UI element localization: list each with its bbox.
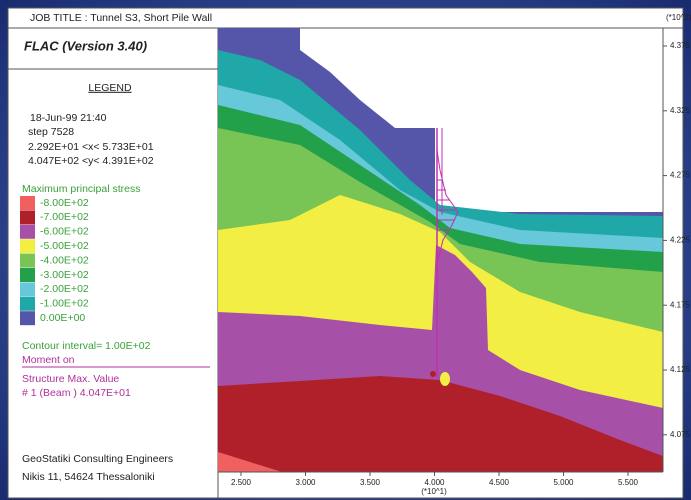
x-tick-label: 3.000 (295, 478, 316, 487)
y-tick-label: 4.275 (670, 171, 691, 180)
swatch (20, 268, 35, 282)
x-tick-label: 4.500 (489, 478, 510, 487)
swatch (20, 311, 35, 326)
contour-legend: -8.00E+02 -7.00E+02 -6.00E+02 -5.00E+02 -4.0… (20, 196, 89, 326)
swatch (20, 296, 35, 311)
swatch (20, 282, 35, 297)
legend-title: LEGEND (88, 82, 132, 94)
x-tick-label: 5.500 (618, 478, 639, 487)
address: Nikis 11, 54624 Thessaloniki (22, 471, 155, 483)
swatch (20, 239, 35, 254)
ticks: 4.375 4.325 4.275 4.225 4.175 4.125 4.075 2.500… (231, 41, 691, 487)
contour-title: Maximum principal stress (22, 183, 140, 195)
x-range: 2.292E+01 <x< 5.733E+01 (28, 141, 154, 153)
y-tick-label: 4.075 (670, 430, 691, 439)
contour-label: -1.00E+02 (40, 298, 89, 310)
y-tick-label: 4.325 (670, 106, 691, 115)
program: FLAC (Version 3.40) (24, 38, 147, 53)
x-tick-label: 3.500 (360, 478, 381, 487)
y-tick-label: 4.375 (670, 41, 691, 50)
company: GeoStatiki Consulting Engineers (22, 453, 173, 465)
x-unit: (*10^1) (421, 487, 447, 496)
y-unit: (*10^2) (666, 13, 691, 22)
y-tick-label: 4.225 (670, 236, 691, 245)
date: 18-Jun-99 21:40 (30, 112, 107, 124)
contour-interval: Contour interval= 1.00E+02 (22, 340, 151, 352)
contour-plot (218, 28, 663, 472)
contour-label: -4.00E+02 (40, 254, 89, 266)
y-tick-label: 4.125 (670, 365, 691, 374)
x-tick-label: 5.000 (553, 478, 574, 487)
contour-label: 0.00E+00 (40, 312, 85, 324)
contour-label: -3.00E+02 (40, 269, 89, 281)
swatch (20, 224, 35, 239)
swatch (20, 253, 35, 268)
structure-header: Structure Max. Value (22, 373, 119, 385)
y-tick-label: 4.175 (670, 300, 691, 309)
x-tick-label: 4.000 (424, 478, 445, 487)
contour-label: -2.00E+02 (40, 283, 89, 295)
moment: Moment on (22, 354, 75, 366)
contour-label: -5.00E+02 (40, 240, 89, 252)
swatch (20, 196, 35, 210)
contour-label: -6.00E+02 (40, 226, 89, 238)
contour-label: -8.00E+02 (40, 197, 89, 209)
contour-label: -7.00E+02 (40, 211, 89, 223)
x-tick-label: 2.500 (231, 478, 252, 487)
job-title: JOB TITLE : Tunnel S3, Short Pile Wall (30, 12, 212, 24)
structure-row: # 1 (Beam ) 4.047E+01 (22, 387, 131, 399)
swatch (20, 210, 35, 225)
step: step 7528 (28, 126, 74, 138)
y-range: 4.047E+02 <y< 4.391E+02 (28, 155, 154, 167)
